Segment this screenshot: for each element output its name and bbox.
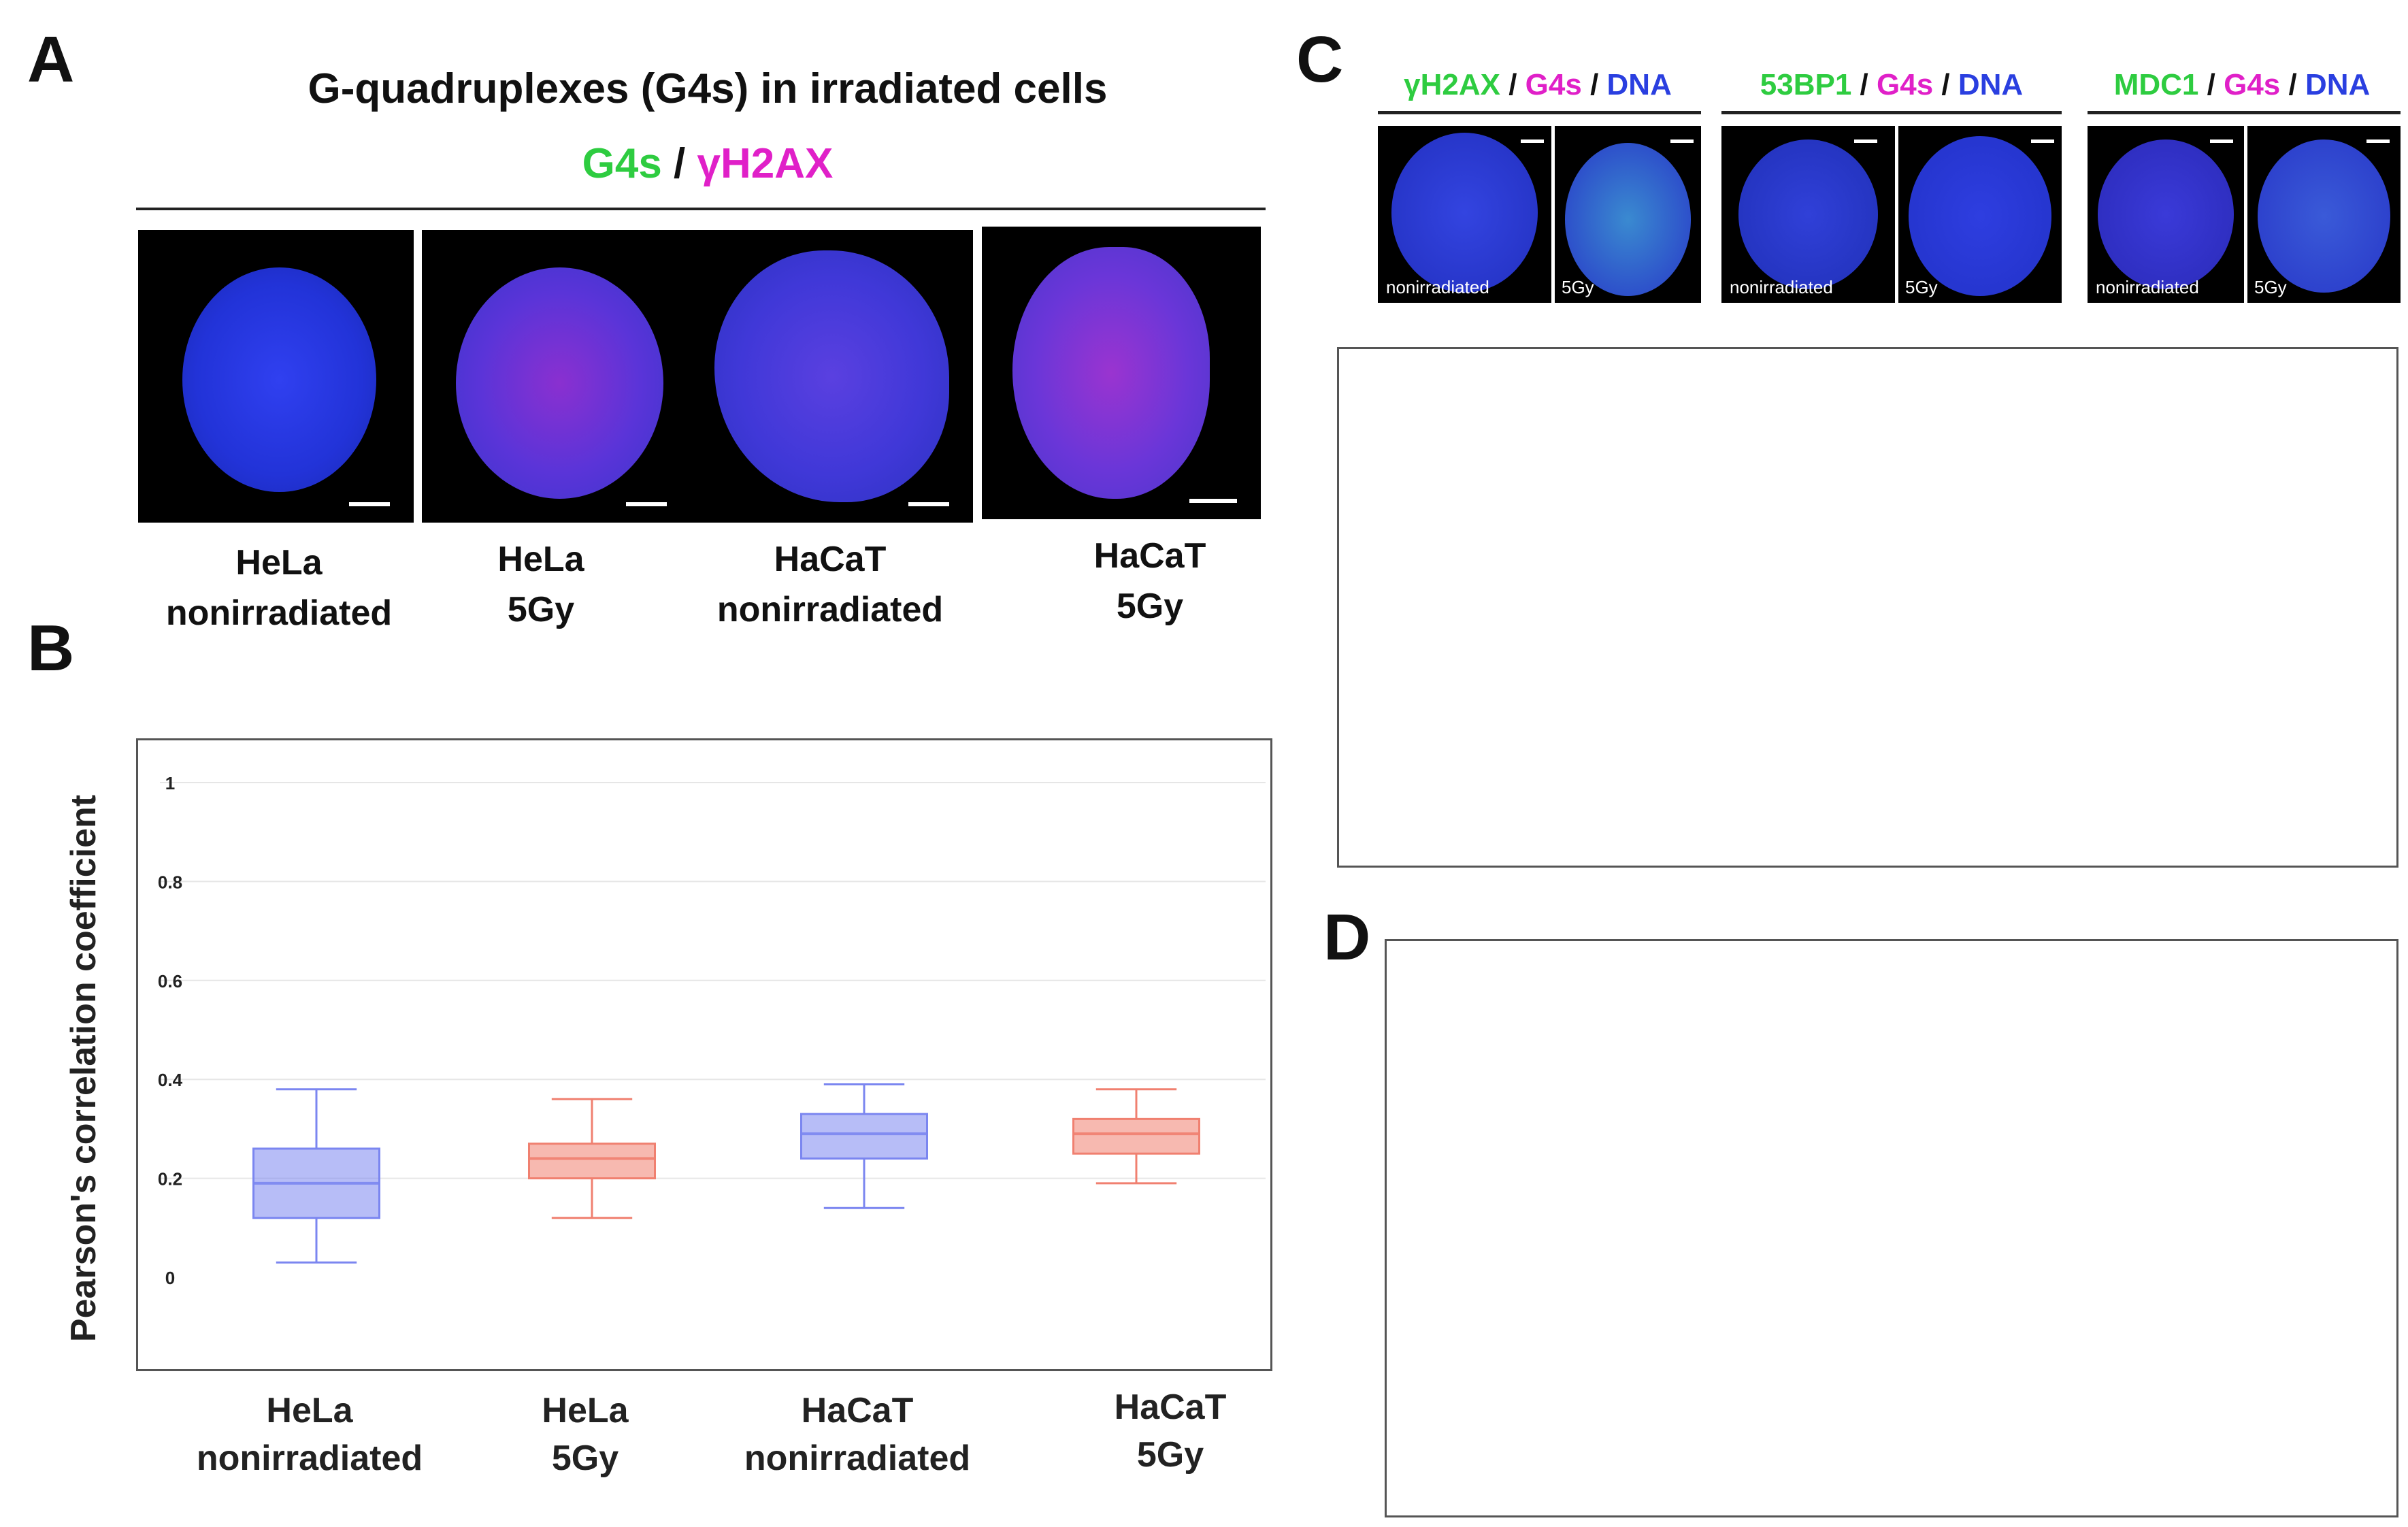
panel-c-letter: C <box>1296 23 1344 96</box>
c-micro-h2ax-nonirradiated: nonirradiated <box>1378 126 1551 303</box>
scale-bar <box>349 502 390 506</box>
panel-a-title: G-quadruplexes (G4s) in irradiated cells <box>308 65 1108 112</box>
label-line2: nonirradiated <box>716 590 944 629</box>
dna-label: DNA <box>1958 68 2024 101</box>
sep: / <box>1851 68 1877 101</box>
panel-d-frame <box>1385 939 2398 1517</box>
c-rule-3 <box>2088 111 2401 114</box>
panel-a-letter: A <box>27 23 75 96</box>
sep: / <box>1933 68 1958 101</box>
micro-label: 5Gy <box>2254 277 2287 297</box>
marker-label: 53BP1 <box>1760 68 1852 101</box>
b-xtick-label-line2: 5Gy <box>1137 1435 1204 1475</box>
micro-label: nonirradiated <box>1730 277 1833 297</box>
b-ylabel: Pearson's correlation coefficient <box>64 795 103 1342</box>
scale-bar <box>908 502 949 506</box>
scale-bar <box>2210 139 2233 143</box>
b-box-2 <box>800 1083 928 1209</box>
c-rule-1 <box>1378 111 1701 114</box>
c-header-2: 53BP1 / G4s / DNA <box>1721 68 2062 102</box>
marker-label: γH2AX <box>1404 68 1500 101</box>
b-box-3 <box>1072 1088 1200 1185</box>
label-line1: HeLa <box>497 540 584 579</box>
panel-d-letter: D <box>1323 901 1371 974</box>
scale-bar <box>2366 139 2390 143</box>
micrograph-hela-5gy <box>422 230 697 523</box>
micrograph-hacat-nonirradiated <box>697 230 973 523</box>
c-rule-2 <box>1721 111 2062 114</box>
c-header-1: γH2AX / G4s / DNA <box>1374 68 1701 102</box>
b-ytick-label: 0.6 <box>158 971 182 991</box>
b-iqr-box <box>528 1143 656 1180</box>
scale-bar <box>1521 139 1544 143</box>
sep: / <box>1581 68 1607 101</box>
panel-b-frame <box>136 738 1272 1371</box>
b-iqr-box <box>800 1113 928 1160</box>
label-line2: 5Gy <box>1116 587 1184 626</box>
label-a-3: HaCaT nonirradiated <box>694 534 966 635</box>
scale-bar <box>626 502 667 506</box>
b-ytick-label: 0.2 <box>158 1169 182 1189</box>
marker-label: MDC1 <box>2113 68 2199 101</box>
c-header-3: MDC1 / G4s / DNA <box>2089 68 2395 102</box>
micro-label: 5Gy <box>1562 277 1594 297</box>
panel-a-rule <box>136 208 1266 210</box>
panel-c-frame <box>1337 347 2398 868</box>
label-a-1: HeLa nonirradiated <box>150 538 408 638</box>
sep: / <box>2280 68 2305 101</box>
dna-label: DNA <box>1606 68 1672 101</box>
label-line1: HeLa <box>235 543 323 582</box>
sep: / <box>2198 68 2224 101</box>
micrograph-hacat-5gy <box>982 227 1261 519</box>
g4s-label: G4s <box>1877 68 1934 101</box>
b-ytick-label: 0.4 <box>158 1070 183 1090</box>
b-xtick-label-line1: HaCaT <box>1115 1388 1227 1427</box>
dna-label: DNA <box>2305 68 2371 101</box>
c-micro-mdc1-5gy: 5Gy <box>2247 126 2401 303</box>
label-a-2: HeLa 5Gy <box>422 534 660 635</box>
b-iqr-box <box>1072 1117 1200 1155</box>
h2ax-label: γH2AX <box>697 140 834 187</box>
panel-b-letter: B <box>27 612 75 685</box>
subtitle-separator: / <box>661 140 697 187</box>
b-xtick-label-line1: HeLa <box>266 1391 353 1430</box>
g4s-label: G4s <box>2224 68 2281 101</box>
label-line2: 5Gy <box>507 590 575 629</box>
micro-label: 5Gy <box>1905 277 1938 297</box>
scale-bar <box>1189 499 1237 503</box>
c-micro-mdc1-nonirradiated: nonirradiated <box>2088 126 2244 303</box>
label-line2: nonirradiated <box>165 593 393 633</box>
g4s-label: G4s <box>1525 68 1582 101</box>
c-micro-53bp1-5gy: 5Gy <box>1898 126 2062 303</box>
label-line1: HaCaT <box>1093 536 1206 576</box>
micro-label: nonirradiated <box>1386 277 1489 297</box>
b-xtick-label-line1: HaCaT <box>802 1391 914 1430</box>
label-a-4: HaCaT 5Gy <box>1021 531 1279 631</box>
micro-label: nonirradiated <box>2096 277 2199 297</box>
b-ytick-label: 1 <box>165 773 175 793</box>
b-xtick-label-line2: nonirradiated <box>744 1439 970 1478</box>
b-box-1 <box>528 1098 656 1219</box>
label-line1: HaCaT <box>774 540 887 579</box>
panel-a-subtitle: G4s / γH2AX <box>204 139 1211 188</box>
micrograph-hela-nonirradiated <box>138 230 414 523</box>
b-xtick-label-line1: HeLa <box>542 1391 629 1430</box>
b-xtick-label-line2: 5Gy <box>552 1439 619 1478</box>
b-box-0 <box>252 1088 380 1264</box>
b-ytick-label: 0.8 <box>158 872 182 892</box>
c-micro-h2ax-5gy: 5Gy <box>1555 126 1701 303</box>
sep: / <box>1500 68 1525 101</box>
c-micro-53bp1-nonirradiated: nonirradiated <box>1721 126 1895 303</box>
b-xtick-label-line2: nonirradiated <box>197 1439 423 1478</box>
scale-bar <box>1854 139 1877 143</box>
scale-bar <box>2031 139 2054 143</box>
b-ytick-label: 0 <box>165 1268 175 1288</box>
g4s-label: G4s <box>582 140 662 187</box>
scale-bar <box>1670 139 1694 143</box>
